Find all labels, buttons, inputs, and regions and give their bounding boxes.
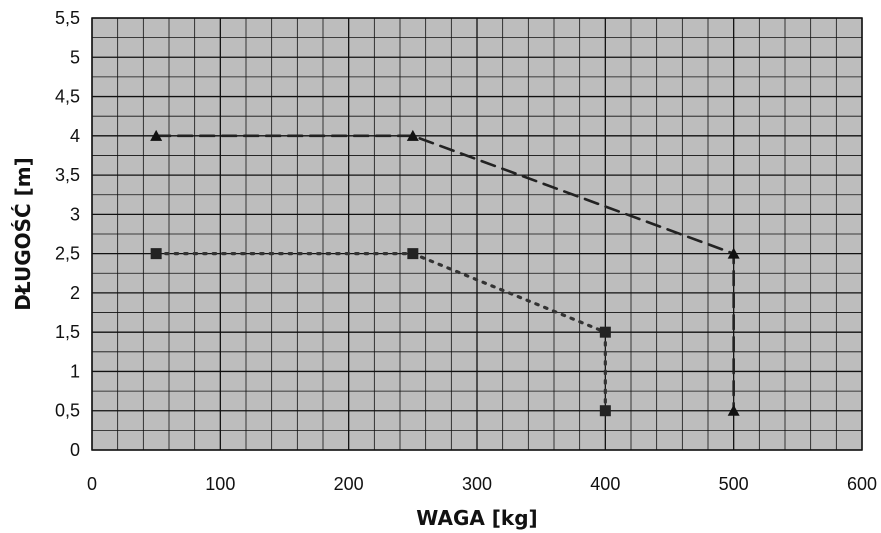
y-tick-label: 3,5 — [55, 165, 80, 185]
data-point-triangle — [406, 129, 419, 141]
y-tick-label: 1 — [70, 361, 80, 381]
y-axis-title: DŁUGOŚĆ [m] — [11, 157, 35, 311]
data-point-square — [407, 248, 419, 260]
y-tick-labels: 0 0,5 1 1,5 2 2,5 3 3,5 4 4,5 5 5,5 — [55, 8, 80, 460]
y-tick-label: 1,5 — [55, 322, 80, 342]
x-tick-labels: 0 100 200 300 400 500 600 — [87, 474, 877, 494]
x-tick-label: 400 — [590, 474, 620, 494]
data-point-triangle — [727, 404, 740, 416]
y-tick-label: 5 — [70, 47, 80, 67]
y-tick-label: 4 — [70, 126, 80, 146]
x-axis-title: WAGA [kg] — [416, 506, 537, 530]
y-tick-label: 2,5 — [55, 244, 80, 264]
y-tick-label: 0,5 — [55, 401, 80, 421]
x-tick-label: 300 — [462, 474, 492, 494]
x-tick-label: 0 — [87, 474, 97, 494]
data-point-square — [599, 405, 611, 417]
x-tick-label: 100 — [205, 474, 235, 494]
data-point-square — [150, 248, 162, 260]
y-tick-label: 0 — [70, 440, 80, 460]
x-tick-label: 600 — [847, 474, 877, 494]
data-point-triangle — [150, 129, 163, 141]
data-point-triangle — [727, 247, 740, 259]
y-tick-label: 3 — [70, 204, 80, 224]
x-tick-label: 200 — [334, 474, 364, 494]
plot-border — [91, 17, 863, 451]
y-tick-label: 5,5 — [55, 8, 80, 28]
x-tick-label: 500 — [719, 474, 749, 494]
data-point-square — [599, 326, 611, 338]
y-tick-label: 2 — [70, 283, 80, 303]
y-tick-label: 4,5 — [55, 87, 80, 107]
series-layer — [150, 129, 740, 417]
series-1-line — [154, 134, 735, 413]
series-2-line — [154, 252, 607, 413]
